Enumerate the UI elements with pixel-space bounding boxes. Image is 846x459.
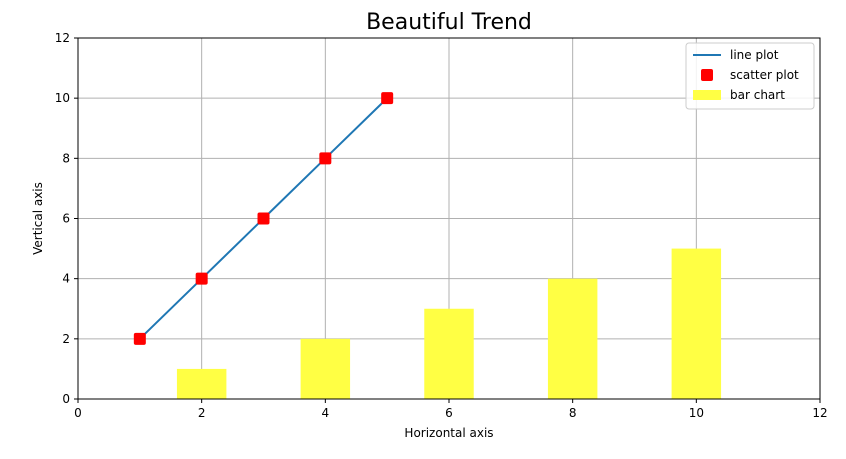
y-axis-label: Vertical axis xyxy=(31,182,45,255)
legend-label-line: line plot xyxy=(730,48,779,62)
x-tick-label: 4 xyxy=(322,406,330,420)
x-tick-label: 2 xyxy=(198,406,206,420)
x-axis-label: Horizontal axis xyxy=(404,426,493,440)
x-tick-label: 6 xyxy=(445,406,453,420)
bar xyxy=(547,278,598,399)
x-tick-label: 12 xyxy=(812,406,827,420)
y-tick-label: 0 xyxy=(62,392,70,406)
x-tick-label: 8 xyxy=(569,406,577,420)
scatter-point xyxy=(195,272,208,285)
scatter-series xyxy=(133,92,394,345)
y-tick-label: 6 xyxy=(62,212,70,226)
bar xyxy=(300,338,351,399)
scatter-point xyxy=(381,92,394,105)
x-tick-label: 10 xyxy=(689,406,704,420)
chart-title: Beautiful Trend xyxy=(366,10,532,35)
legend-label-scatter: scatter plot xyxy=(730,68,799,82)
scatter-point xyxy=(319,152,332,165)
bar-series xyxy=(176,248,722,399)
legend-label-bar: bar chart xyxy=(730,88,785,102)
y-axis-ticks: 0 2 4 6 8 10 12 xyxy=(55,31,78,406)
legend: line plot scatter plot bar chart xyxy=(685,42,815,110)
y-tick-label: 2 xyxy=(62,332,70,346)
legend-scatter-swatch xyxy=(701,69,713,81)
x-tick-label: 0 xyxy=(74,406,82,420)
y-tick-label: 10 xyxy=(55,91,70,105)
y-tick-label: 8 xyxy=(62,151,70,165)
bar xyxy=(176,368,227,399)
y-tick-label: 4 xyxy=(62,272,70,286)
x-axis-ticks: 0 2 4 6 8 10 12 xyxy=(74,399,828,420)
scatter-point xyxy=(133,332,146,345)
bar xyxy=(424,308,474,399)
scatter-point xyxy=(257,212,270,225)
bar xyxy=(671,248,722,399)
y-tick-label: 12 xyxy=(55,31,70,45)
legend-bar-swatch xyxy=(693,90,721,100)
